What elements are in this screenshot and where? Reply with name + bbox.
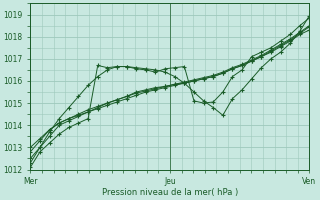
X-axis label: Pression niveau de la mer( hPa ): Pression niveau de la mer( hPa ) [102,188,238,197]
